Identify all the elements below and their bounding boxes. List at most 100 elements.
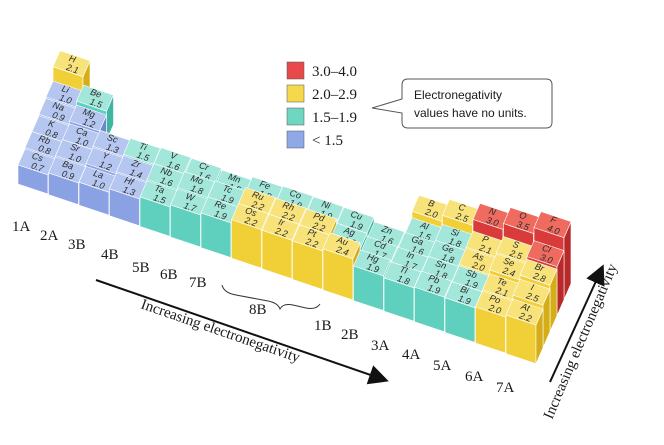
- group-label-3b: 3B: [68, 237, 86, 253]
- element-symbol: Ga: [410, 234, 425, 247]
- element-symbol: Fe: [258, 179, 271, 192]
- group-labels: 1A 2A 3B 4B 5B 6B 7B 8B 1B 2B 3A 4A 5A 6…: [12, 219, 515, 396]
- element-block-at: At2.2: [505, 298, 544, 365]
- element-symbol: Pt: [306, 227, 318, 239]
- group-label-4b: 4B: [101, 247, 119, 263]
- vertical-axis-arrow: [549, 264, 605, 383]
- element-value: 1.2: [98, 159, 113, 173]
- group-label-7a: 7A: [496, 380, 515, 396]
- element-value: 0.8: [37, 143, 52, 157]
- element-value: 1.9: [426, 282, 441, 296]
- horizontal-axis-arrow: [95, 279, 389, 385]
- element-symbol: Hg: [366, 251, 380, 264]
- element-symbol: Sc: [106, 132, 120, 145]
- element-symbol: Re: [213, 198, 227, 211]
- element-symbol: Os: [244, 205, 259, 218]
- element-symbol: N: [488, 206, 498, 218]
- element-value: 2.5: [507, 248, 524, 262]
- element-value: 2.5: [453, 210, 470, 224]
- element-value: 1.5: [88, 96, 104, 110]
- element-value: 1.3: [121, 184, 136, 198]
- element-symbol: Li: [61, 83, 72, 95]
- group-label-5b: 5B: [132, 260, 150, 276]
- element-symbol: Cu: [349, 209, 363, 222]
- element-symbol: Na: [51, 100, 65, 113]
- element-symbol: Rb: [37, 133, 51, 146]
- element-value: 1.9: [457, 293, 472, 307]
- element-value: 2.4: [500, 265, 516, 279]
- element-value: 2.0: [423, 206, 439, 220]
- group-label-1a: 1A: [12, 219, 31, 235]
- element-symbol: Ba: [61, 159, 75, 172]
- element-value: 0.9: [60, 168, 75, 182]
- element-symbol: V: [169, 150, 179, 162]
- group-label-7b: 7B: [189, 275, 207, 291]
- group-label-5a: 5A: [433, 358, 452, 374]
- element-symbol: F: [549, 214, 558, 225]
- legend-label-1: 3.0–4.0: [312, 64, 357, 80]
- element-symbol: Sn: [434, 258, 448, 271]
- element-value: 1.4: [128, 167, 143, 181]
- group-8b-bracket: [221, 284, 321, 311]
- element-value: 0.7: [30, 160, 46, 174]
- legend-swatch-blue: [286, 130, 305, 149]
- element-block-ba: Ba0.9: [48, 156, 86, 206]
- element-value: 2.8: [531, 270, 547, 284]
- element-symbol: Tl: [398, 264, 409, 276]
- element-symbol: Co: [288, 188, 302, 201]
- element-symbol: Ge: [441, 242, 456, 255]
- element-symbol: Au: [335, 234, 350, 247]
- element-value: 2.0: [486, 302, 502, 316]
- group-label-6a: 6A: [465, 369, 484, 385]
- element-symbol: Se: [502, 255, 516, 268]
- note-line-1: Electronegativity: [414, 88, 502, 102]
- element-value: 2.2: [303, 236, 319, 250]
- element-value: 1.7: [182, 200, 198, 214]
- note-line-2: values have no units.: [414, 106, 527, 120]
- element-value: 2.5: [524, 290, 541, 304]
- element-symbol: La: [92, 168, 105, 181]
- legend-label-3: 1.5–1.9: [312, 110, 357, 126]
- element-symbol: Rh: [281, 200, 295, 213]
- element-symbol: O: [518, 210, 528, 222]
- element-symbol: B: [427, 198, 436, 209]
- element-symbol: Tc: [222, 183, 234, 196]
- element-value: 1.9: [213, 208, 228, 222]
- element-value: 1.3: [105, 142, 120, 156]
- element-symbol: Mg: [81, 106, 96, 120]
- element-value: 1.9: [365, 261, 380, 275]
- element-symbol: K: [47, 118, 57, 130]
- element-block-po: Po2.0: [475, 290, 513, 354]
- legend-swatch-red: [286, 61, 305, 80]
- element-value: 1.2: [81, 116, 96, 130]
- element-symbol: Po: [488, 293, 502, 306]
- element-symbol: Bi: [459, 284, 471, 296]
- group-label-3a: 3A: [371, 338, 390, 354]
- element-symbol: Si: [450, 227, 462, 239]
- element-symbol: Te: [496, 276, 508, 289]
- element-symbol: P: [481, 234, 490, 245]
- units-note: Electronegativity values have no units.: [371, 78, 553, 129]
- element-symbol: Ag: [342, 225, 357, 238]
- element-symbol: C: [457, 202, 467, 214]
- element-symbol: Mo: [189, 173, 204, 187]
- element-symbol: Ru: [251, 189, 265, 202]
- legend-swatch-teal: [286, 107, 305, 126]
- element-symbol: As: [471, 250, 486, 263]
- element-value: 0.9: [51, 110, 66, 124]
- element-symbol: H: [68, 53, 78, 65]
- element-value: 1.8: [189, 183, 204, 197]
- element-symbol: Mn: [227, 171, 242, 185]
- element-symbol: Ca: [75, 125, 89, 138]
- element-value: 2.2: [517, 310, 533, 324]
- element-symbol: Cd: [373, 238, 388, 252]
- element-value: 2.1: [64, 62, 80, 76]
- element-value: 1.5: [135, 150, 151, 164]
- element-value: 2.1: [493, 285, 509, 299]
- legend-label-2: 2.0–2.9: [312, 87, 357, 103]
- element-symbol: Cr: [198, 160, 211, 173]
- element-value: 1.0: [67, 151, 82, 165]
